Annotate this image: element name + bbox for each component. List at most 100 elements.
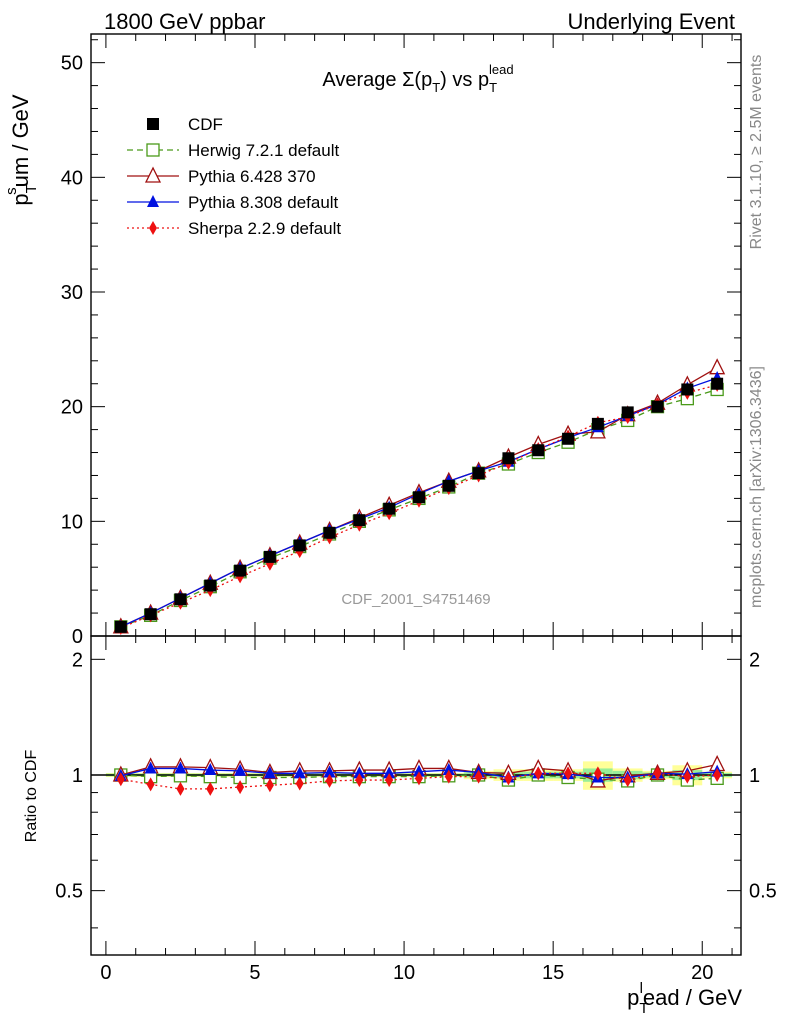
header-left: 1800 GeV ppbar [104,9,265,34]
ratio-series-point-3 [414,771,423,786]
main-cdf-point-0 [323,526,336,539]
ratio-y-tick-label-right: 1 [749,765,760,787]
title-sup: lead [489,62,514,77]
ratio-series-point-3 [385,773,394,788]
ratio-series-point-3 [683,769,692,784]
main-cdf-point-0 [412,491,425,504]
title-sub: T [432,80,440,95]
x-tick-label: 5 [249,962,260,984]
y-tick-label: 30 [61,282,83,304]
ratio-series-point-2 [263,766,276,779]
xlabel-main: p [627,985,639,1010]
main-cdf-point-0 [472,467,485,480]
legend-label: CDF [188,115,223,134]
ratio-series-point-3 [653,766,662,781]
ylabel-sup: s [3,187,20,195]
xlabel-rest: ead / GeV [643,985,742,1010]
ylabel-rest: um / GeV [8,94,33,187]
x-tick-label: 10 [393,962,415,984]
y-tick-label: 50 [61,53,83,75]
ylabel-main: p [8,193,33,205]
y-tick-label: 20 [61,397,83,419]
main-cdf-point-0 [353,514,366,527]
header-right: Underlying Event [567,9,735,34]
main-cdf-point-0 [591,417,604,430]
chart-title: Average Σ(pT) vs pTlead [322,62,513,95]
main-cdf-point-0 [442,479,455,492]
ratio-series-point-2 [174,761,187,774]
y-tick-label: 40 [61,167,83,189]
ratio-panel: 0 5 10 15 20 0.5 0.5 1 1 2 2 [55,635,777,984]
title-sub2: T [489,80,497,95]
main-panel: 0 10 20 30 40 50 [61,33,742,648]
ratio-y-tick-label: 0.5 [55,881,83,903]
title-mid: ) vs p [440,69,489,91]
ratio-series-point-2 [293,766,306,779]
main-cdf-point-0 [502,452,515,465]
ratio-series-point-3 [265,778,274,793]
ratio-frame [90,635,742,956]
y-tick-label: 10 [61,511,83,533]
rivet-label: Rivet 3.1.10, ≥ 2.5M events [748,55,765,250]
ratio-series-point-3 [176,781,185,796]
ratio-y-tick-label: 1 [72,765,83,787]
legend: CDF Herwig 7.2.1 default Pythia 6.428 370 P… [127,115,341,238]
ratio-series-point-3 [236,780,245,795]
ratio-series-point-3 [504,771,513,786]
legend-label: Pythia 8.308 default [188,193,339,212]
ratio-series-point-3 [325,773,334,788]
ratio-series-point-2 [412,764,425,777]
ratio-series-point-3 [623,773,632,788]
main-cdf-point-0 [204,579,217,592]
main-cdf-point-0 [562,432,575,445]
legend-marker [144,166,162,183]
ratio-series-point-3 [206,781,215,796]
xlabel-sup: l [640,980,643,997]
main-cdf-point-0 [383,502,396,515]
main-cdf-point-0 [144,608,157,621]
ratio-series-point-2 [353,766,366,779]
xlabel-sub: T [639,1000,648,1017]
ratio-ylabel: Ratio to CDF [23,750,40,843]
ratio-series-point-2 [234,763,247,776]
ratio-series-point-3 [355,773,364,788]
legend-marker [146,143,160,157]
main-cdf-point-0 [711,377,724,390]
watermark: CDF_2001_S4751469 [341,591,490,608]
main-cdf-point-0 [114,620,127,633]
main-cdf-point-0 [532,444,545,457]
main-cdf-point-0 [681,383,694,396]
ratio-series-point-2 [442,763,455,776]
ylabel-sub: T [23,184,40,193]
main-ylabel: pTsum / GeV [3,94,40,205]
ratio-series-point-2 [204,763,217,776]
legend-label: Pythia 6.428 370 [188,167,316,186]
ratio-series-point-2 [383,766,396,779]
ratio-series-point-3 [116,772,125,787]
ratio-series-point-3 [444,769,453,784]
ratio-y-tick-label-right: 0.5 [749,881,777,903]
x-tick-label: 20 [691,962,713,984]
ratio-series-point-3 [593,766,602,781]
ratio-series-point-3 [474,769,483,784]
main-cdf-point-0 [174,593,187,606]
ratio-y-tick-label: 2 [72,649,83,671]
main-cdf-point-0 [293,539,306,552]
legend-label: Herwig 7.2.1 default [188,141,339,160]
title-main: Average Σ(p [322,69,432,91]
legend-label: Sherpa 2.2.9 default [188,219,341,238]
ratio-series-point-3 [295,776,304,791]
main-cdf-point-0 [234,564,247,577]
legend-marker [149,221,157,235]
ratio-series-point-3 [713,767,722,782]
ratio-series-point-2 [323,765,336,778]
legend-marker [147,195,159,207]
x-tick-label: 15 [542,962,564,984]
ratio-series-point-3 [146,777,155,792]
x-tick-label: 0 [100,962,111,984]
ratio-series-point-3 [564,766,573,781]
legend-marker [147,118,159,130]
main-cdf-point-0 [651,400,664,413]
